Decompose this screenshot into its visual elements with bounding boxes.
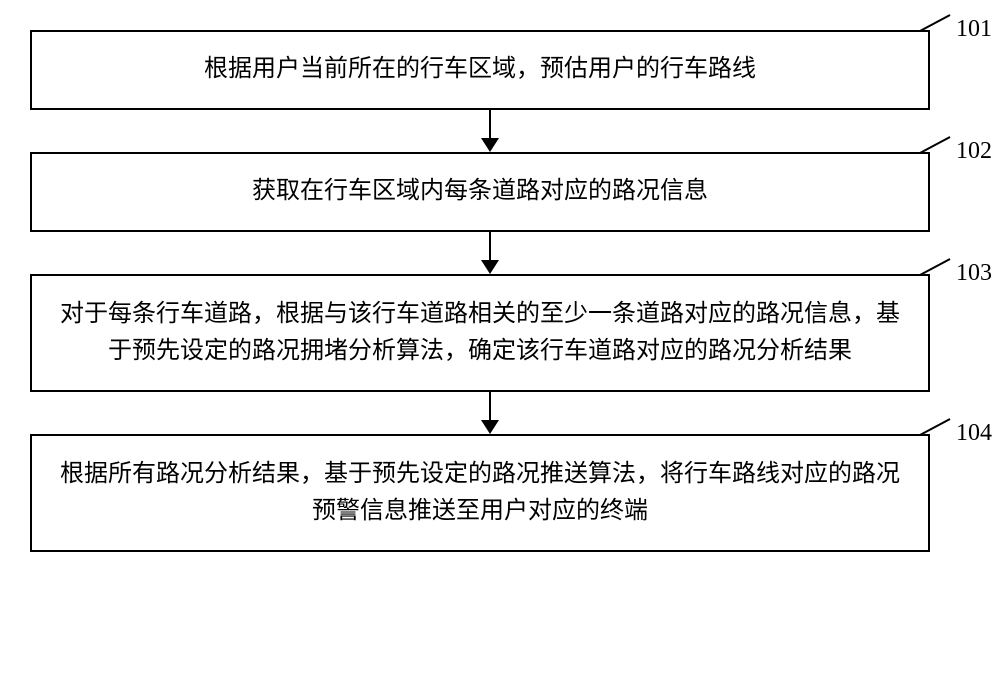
label-leader (920, 136, 951, 154)
step-number-label: 104 (956, 420, 992, 447)
arrow-head-icon (481, 260, 499, 274)
step-number-label: 103 (956, 260, 992, 287)
flow-box-text: 根据用户当前所在的行车区域，预估用户的行车路线 (204, 51, 756, 88)
flow-box-1: 根据用户当前所在的行车区域，预估用户的行车路线 (30, 30, 930, 110)
arrow-shaft (489, 110, 491, 138)
label-leader (920, 418, 951, 436)
step-number-label: 101 (956, 16, 992, 43)
flow-step: 根据所有路况分析结果，基于预先设定的路况推送算法，将行车路线对应的路况预警信息推… (30, 434, 950, 552)
flow-step: 对于每条行车道路，根据与该行车道路相关的至少一条道路对应的路况信息，基于预先设定… (30, 274, 950, 392)
flow-box-3: 对于每条行车道路，根据与该行车道路相关的至少一条道路对应的路况信息，基于预先设定… (30, 274, 930, 392)
arrow-head-icon (481, 420, 499, 434)
arrow-shaft (489, 392, 491, 420)
flow-arrow (481, 232, 499, 274)
arrow-shaft (489, 232, 491, 260)
flow-box-2: 获取在行车区域内每条道路对应的路况信息 (30, 152, 930, 232)
flow-arrow (481, 110, 499, 152)
label-leader (920, 258, 951, 276)
flow-step: 根据用户当前所在的行车区域，预估用户的行车路线 101 (30, 30, 950, 110)
arrow-head-icon (481, 138, 499, 152)
flow-step: 获取在行车区域内每条道路对应的路况信息 102 (30, 152, 950, 232)
step-number-label: 102 (956, 138, 992, 165)
flow-box-text: 对于每条行车道路，根据与该行车道路相关的至少一条道路对应的路况信息，基于预先设定… (60, 296, 900, 370)
flow-box-text: 获取在行车区域内每条道路对应的路况信息 (252, 173, 708, 210)
flow-box-text: 根据所有路况分析结果，基于预先设定的路况推送算法，将行车路线对应的路况预警信息推… (60, 456, 900, 530)
flow-box-4: 根据所有路况分析结果，基于预先设定的路况推送算法，将行车路线对应的路况预警信息推… (30, 434, 930, 552)
flow-arrow (481, 392, 499, 434)
flowchart-container: 根据用户当前所在的行车区域，预估用户的行车路线 101 获取在行车区域内每条道路… (30, 30, 950, 552)
label-leader (920, 14, 951, 32)
